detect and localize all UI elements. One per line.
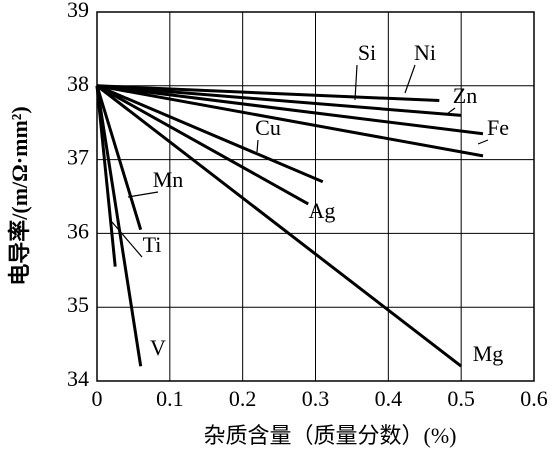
x-tick-label: 0.4 xyxy=(375,386,403,411)
x-tick-label: 0.2 xyxy=(229,386,257,411)
series-line xyxy=(96,84,463,368)
series-label: Ti xyxy=(143,232,162,257)
series-label: Fe xyxy=(487,115,509,140)
x-tick-label: 0 xyxy=(92,386,103,411)
series-line xyxy=(95,85,143,367)
series-label: Zn xyxy=(453,83,477,108)
y-tick-label: 34 xyxy=(67,366,89,391)
series-label: Mn xyxy=(153,167,184,192)
leader-line xyxy=(446,107,456,115)
series-line xyxy=(96,84,462,117)
series-line xyxy=(95,85,143,231)
leader-line xyxy=(354,64,358,101)
x-axis-label: 杂质含量（质量分数）(%) xyxy=(204,423,457,448)
y-tick-label: 35 xyxy=(67,292,89,317)
series-line xyxy=(96,84,484,136)
leader-line xyxy=(404,64,416,94)
series-line xyxy=(96,84,309,206)
series-line xyxy=(95,85,117,267)
series-label: Cu xyxy=(255,115,281,140)
y-tick-label: 37 xyxy=(67,145,89,170)
series-label: Mg xyxy=(473,341,504,366)
x-tick-label: 0.6 xyxy=(520,386,548,411)
y-axis-label: 电导率/(m/Ω·mm²) xyxy=(7,106,32,285)
y-tick-label: 39 xyxy=(67,0,89,22)
leader-line xyxy=(477,139,489,145)
y-tick-label: 36 xyxy=(67,218,89,243)
leader-line xyxy=(111,221,143,258)
series-label: V xyxy=(150,335,166,360)
series-line xyxy=(96,84,440,103)
y-tick-label: 38 xyxy=(67,71,89,96)
series-label: Ag xyxy=(309,198,336,223)
series-line xyxy=(96,84,484,158)
x-tick-label: 0.5 xyxy=(447,386,475,411)
x-tick-label: 0.3 xyxy=(302,386,330,411)
x-tick-label: 0.1 xyxy=(156,386,184,411)
leader-line xyxy=(256,139,259,153)
series-label: Ni xyxy=(414,40,436,65)
series-line xyxy=(96,84,324,184)
leader-line xyxy=(127,191,159,198)
series-label: Si xyxy=(358,40,376,65)
